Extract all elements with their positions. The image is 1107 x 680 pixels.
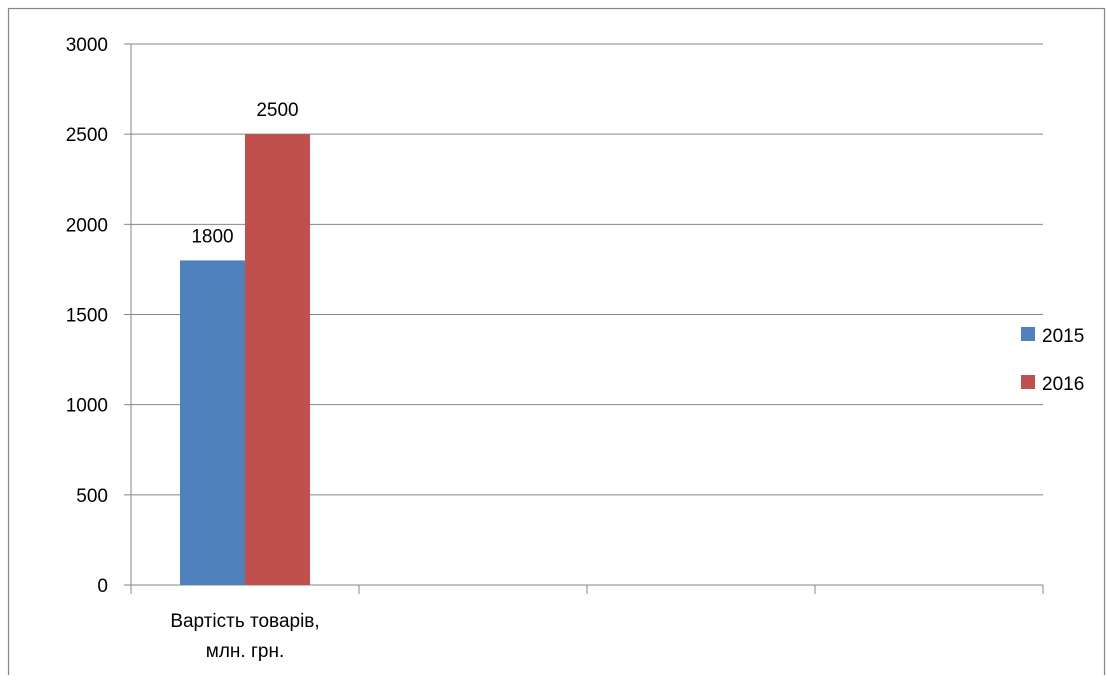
y-tick-label: 500 (76, 486, 108, 507)
legend: 2015 2016 (1021, 326, 1084, 395)
chart-border (7, 7, 1106, 680)
legend-swatch-2015 (1021, 327, 1035, 341)
bar-2016 (245, 134, 310, 585)
y-tick-label: 1500 (66, 306, 108, 327)
y-tick-label: 2000 (66, 215, 108, 236)
y-tick-label: 2500 (66, 125, 108, 146)
y-tick-label: 0 (97, 576, 108, 597)
x-category-label: Вартість товарів, (170, 611, 319, 632)
x-category-label: млн. грн. (206, 641, 284, 662)
data-label-2016: 2500 (256, 100, 298, 121)
legend-swatch-2016 (1021, 375, 1035, 389)
legend-label-2015: 2015 (1042, 326, 1084, 347)
data-label-2015: 1800 (191, 226, 233, 247)
y-tick-label: 1000 (66, 396, 108, 417)
bar-2015 (180, 260, 245, 585)
bars (180, 134, 310, 585)
data-labels: 1800 2500 (191, 100, 298, 247)
y-tick-label: 3000 (66, 35, 108, 56)
legend-label-2016: 2016 (1042, 374, 1084, 395)
